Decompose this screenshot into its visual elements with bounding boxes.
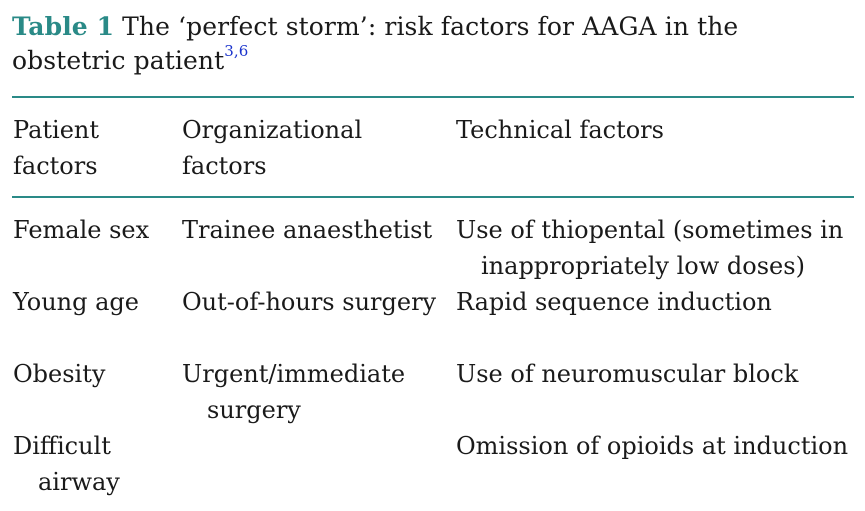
table-caption: Table 1 The ‘perfect storm’: risk factor… [12, 10, 852, 78]
table-header-row: Patient factors Organizational factors T… [0, 112, 865, 188]
cell-technical-factor: Use of thiopental (sometimes in inapprop… [456, 216, 844, 280]
cell-organizational-factor: Urgent/immediate surgery [182, 360, 406, 424]
cell-patient-factor: Young age [13, 288, 139, 316]
cell-patient-factor: Female sex [13, 216, 150, 244]
header-rule [12, 196, 854, 198]
table-body: Female sex Trainee anaesthetist Use of t… [0, 212, 865, 502]
header-organizational-factors: Organizational factors [182, 116, 363, 180]
cell-organizational-factor: Out-of-hours surgery [182, 288, 437, 316]
top-rule [12, 96, 854, 98]
cell-technical-factor: Use of neuromuscular block [456, 360, 799, 388]
header-technical-factors: Technical factors [456, 116, 664, 144]
reference-link[interactable]: 3,6 [224, 41, 249, 60]
cell-organizational-factor: Trainee anaesthetist [182, 216, 433, 244]
cell-technical-factor: Omission of opioids at induction [456, 432, 849, 460]
table-row: Female sex Trainee anaesthetist Use of t… [0, 212, 865, 284]
table-row: Young age Out-of-hours surgery Rapid seq… [0, 284, 865, 356]
table-label: Table 1 [12, 12, 115, 41]
cell-patient-factor: Obesity [13, 360, 106, 388]
table-title: The ‘perfect storm’: risk factors for AA… [12, 12, 739, 75]
table-row: Difficult airway Omission of opioids at … [0, 428, 865, 500]
header-patient-factors: Patient factors [13, 116, 100, 180]
table-row: Obesity Urgent/immediate surgery Use of … [0, 356, 865, 428]
cell-technical-factor: Rapid sequence induction [456, 288, 772, 316]
cell-patient-factor: Difficult airway [13, 432, 120, 496]
